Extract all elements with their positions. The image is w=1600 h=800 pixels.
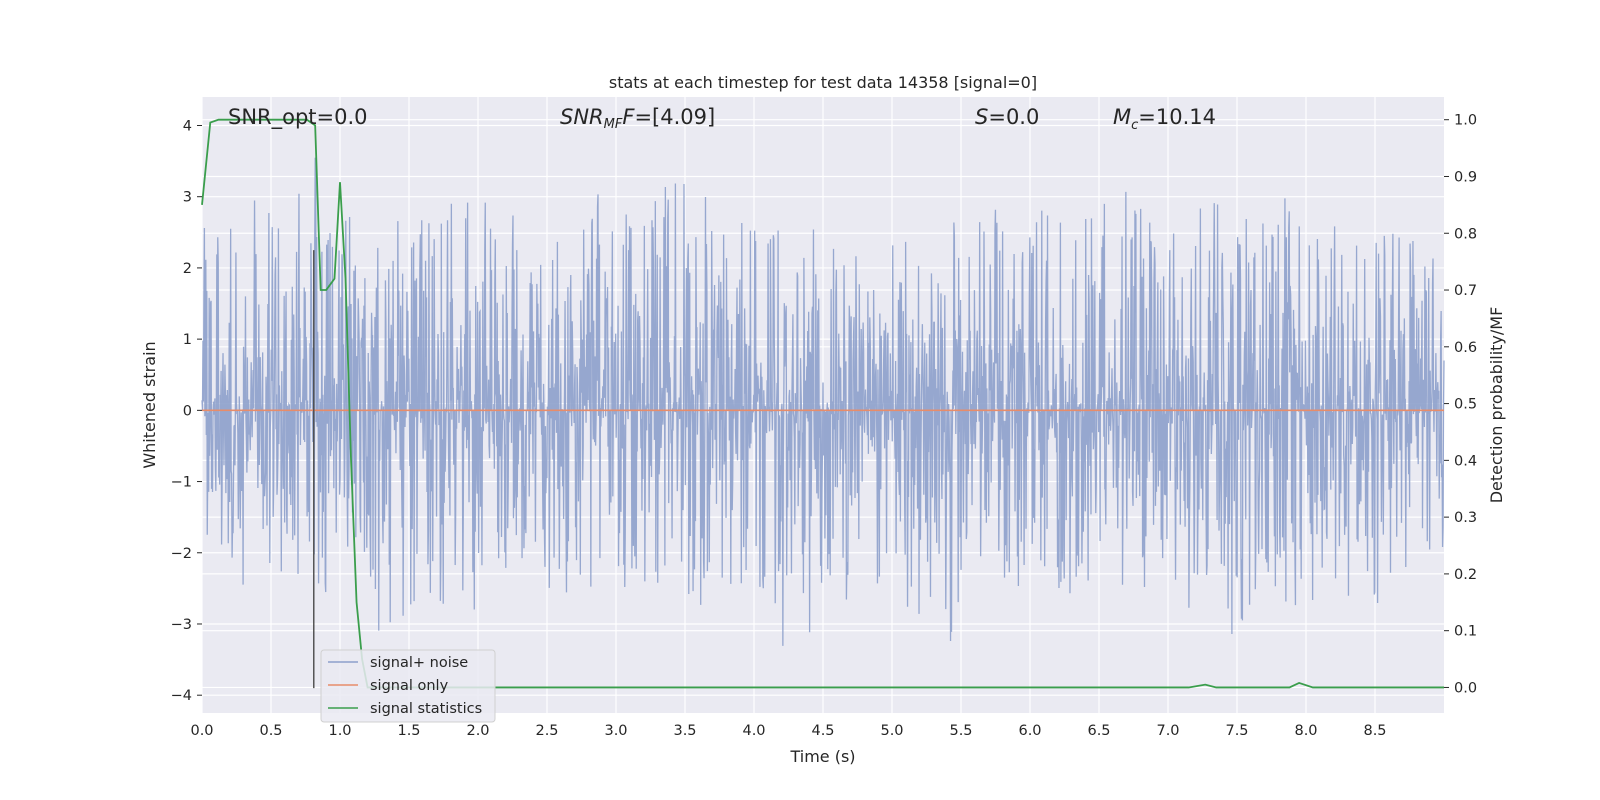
- y-right-axis-label: Detection probability/MF: [1487, 307, 1506, 504]
- y-tick-label: 2: [183, 261, 192, 277]
- y-right-tick-label: 0.5: [1454, 397, 1477, 413]
- y-axis-ticks: 4 3 2 1 0 −1 −2 −3 −4: [171, 118, 202, 704]
- y-tick-label: −2: [171, 546, 192, 562]
- y-tick-label: 1: [183, 332, 192, 348]
- y-tick-label: −3: [171, 617, 192, 633]
- x-tick-label: 7.5: [1225, 723, 1248, 739]
- x-tick-label: 1.0: [328, 723, 351, 739]
- x-tick-label: 8.5: [1363, 723, 1386, 739]
- x-axis-ticks: 0.0 0.5 1.0 1.5 2.0 2.5 3.0 3.5 4.0 4.5 5.0 5.5 6.0 6…: [190, 723, 1386, 739]
- y-tick-label: 0: [183, 403, 192, 419]
- y-right-tick-label: 0.6: [1454, 340, 1477, 356]
- legend-label-noise: signal+ noise: [370, 655, 468, 671]
- signal-noise-series: [201, 157, 1445, 646]
- x-tick-label: 7.0: [1156, 723, 1179, 739]
- legend-label-statistics: signal statistics: [370, 701, 482, 717]
- series-line-signal-noise: [201, 157, 1445, 646]
- y-right-tick-label: 0.0: [1454, 680, 1477, 696]
- annotation-snr-opt: SNR_opt=0.0: [228, 105, 368, 130]
- x-tick-label: 0.5: [259, 723, 282, 739]
- annotation-mc: Mc=10.14: [1113, 105, 1216, 133]
- y-right-axis-ticks: 1.0 0.9 0.8 0.7 0.6 0.5 0.4 0.3 0.2 0.1 0.0: [1444, 113, 1477, 696]
- x-tick-label: 8.0: [1294, 723, 1317, 739]
- x-tick-label: 3.0: [604, 723, 627, 739]
- legend-label-signal-only: signal only: [370, 678, 449, 694]
- x-tick-label: 4.5: [811, 723, 834, 739]
- x-tick-label: 2.0: [466, 723, 489, 739]
- x-tick-label: 5.5: [949, 723, 972, 739]
- x-tick-label: 1.5: [397, 723, 420, 739]
- y-axis-label: Whitened strain: [140, 341, 159, 468]
- x-tick-label: 6.5: [1087, 723, 1110, 739]
- y-right-tick-label: 0.7: [1454, 283, 1477, 299]
- y-right-tick-label: 0.8: [1454, 226, 1477, 242]
- x-tick-label: 5.0: [880, 723, 903, 739]
- x-tick-label: 0.0: [190, 723, 213, 739]
- x-tick-label: 4.0: [742, 723, 765, 739]
- x-tick-label: 6.0: [1018, 723, 1041, 739]
- x-tick-label: 3.5: [673, 723, 696, 739]
- annotation-snr-mf: SNRMFF=[4.09]: [560, 105, 715, 132]
- y-right-tick-label: 0.3: [1454, 510, 1477, 526]
- y-right-tick-label: 0.4: [1454, 453, 1477, 469]
- legend: signal+ noise signal only signal statist…: [320, 649, 496, 723]
- series-line-signal-statistics: [201, 118, 1444, 689]
- y-right-tick-label: 0.2: [1454, 567, 1477, 583]
- y-tick-label: −4: [171, 688, 192, 704]
- x-tick-label: 2.5: [535, 723, 558, 739]
- y-tick-label: 3: [183, 190, 192, 206]
- annotation-s: S=0.0: [975, 105, 1039, 129]
- chart-title: stats at each timestep for test data 143…: [609, 73, 1037, 92]
- y-right-tick-label: 0.9: [1454, 169, 1477, 185]
- legend-box: [320, 649, 496, 723]
- y-tick-label: −1: [171, 475, 192, 491]
- x-axis-label: Time (s): [789, 747, 855, 766]
- signal-statistics-series: [201, 118, 1444, 689]
- y-right-tick-label: 1.0: [1454, 113, 1477, 129]
- y-right-tick-label: 0.1: [1454, 624, 1477, 640]
- y-tick-label: 4: [183, 118, 192, 134]
